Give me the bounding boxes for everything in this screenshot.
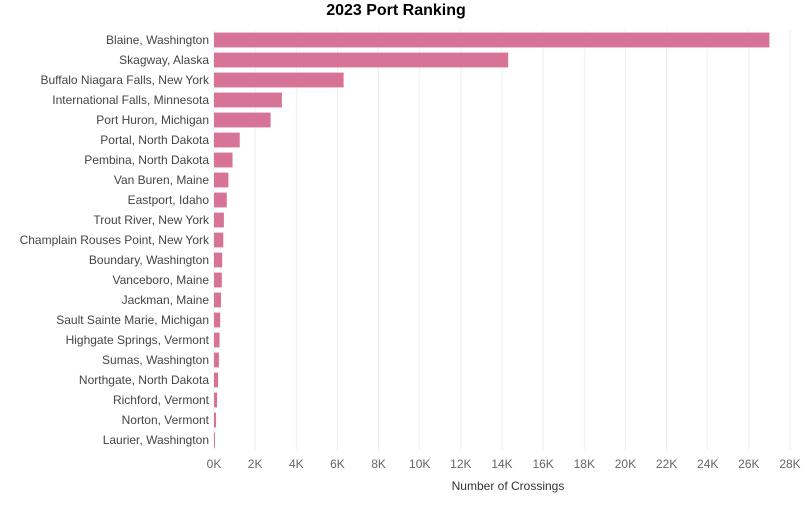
bar[interactable]	[214, 292, 221, 308]
category-label: Northgate, North Dakota	[79, 373, 209, 387]
category-label: Pembina, North Dakota	[84, 153, 209, 167]
x-tick-label: 14K	[491, 457, 512, 471]
category-label: Port Huron, Michigan	[96, 113, 209, 127]
category-label: Buffalo Niagara Falls, New York	[40, 73, 210, 87]
x-tick-label: 22K	[656, 457, 677, 471]
bar[interactable]	[214, 152, 233, 168]
x-tick-label: 16K	[532, 457, 553, 471]
x-tick-label: 6K	[330, 457, 345, 471]
bar[interactable]	[214, 172, 229, 188]
bar[interactable]	[214, 32, 770, 48]
x-tick-label: 18K	[574, 457, 595, 471]
bar[interactable]	[214, 72, 344, 88]
category-label: Richford, Vermont	[113, 393, 210, 407]
grid-lines	[213, 30, 791, 450]
category-label: Van Buren, Maine	[114, 173, 209, 187]
x-tick-label: 8K	[371, 457, 386, 471]
bars	[214, 32, 770, 448]
bar[interactable]	[214, 112, 271, 128]
category-label: Trout River, New York	[93, 213, 210, 227]
bar[interactable]	[214, 52, 509, 68]
category-label: Skagway, Alaska	[119, 53, 209, 67]
x-tick-label: 10K	[409, 457, 430, 471]
bar[interactable]	[214, 312, 221, 328]
bar[interactable]	[214, 212, 224, 228]
x-tick-label: 28K	[779, 457, 800, 471]
category-label: Jackman, Maine	[122, 293, 210, 307]
x-axis-ticks: 0K 2K 4K 6K 8K 10K 12K 14K 16K 18K 20K 22K 24K 26K 28K	[207, 457, 801, 471]
x-tick-label: 24K	[697, 457, 718, 471]
bar[interactable]	[214, 192, 227, 208]
category-label: International Falls, Minnesota	[52, 93, 209, 107]
category-label: Laurier, Washington	[103, 433, 209, 447]
category-labels: Blaine, Washington Skagway, Alaska Buffalo…	[20, 33, 210, 447]
x-axis-title: Number of Crossings	[452, 479, 565, 493]
x-tick-label: 20K	[615, 457, 636, 471]
chart-title: 2023 Port Ranking	[326, 2, 466, 19]
category-label: Champlain Rouses Point, New York	[20, 233, 210, 247]
category-label: Blaine, Washington	[106, 33, 209, 47]
category-label: Portal, North Dakota	[100, 133, 209, 147]
bar[interactable]	[214, 132, 240, 148]
bar[interactable]	[214, 392, 218, 408]
bar[interactable]	[214, 432, 215, 448]
bar[interactable]	[214, 412, 217, 428]
category-label: Boundary, Washington	[89, 253, 209, 267]
bar[interactable]	[214, 332, 220, 348]
x-tick-label: 4K	[289, 457, 304, 471]
category-label: Vanceboro, Maine	[112, 273, 209, 287]
bar[interactable]	[214, 252, 223, 268]
bar[interactable]	[214, 272, 222, 288]
category-label: Highgate Springs, Vermont	[66, 333, 210, 347]
bar[interactable]	[214, 92, 282, 108]
x-tick-label: 0K	[207, 457, 222, 471]
category-label: Sault Sainte Marie, Michigan	[56, 313, 209, 327]
category-label: Sumas, Washington	[102, 353, 209, 367]
bar[interactable]	[214, 352, 219, 368]
bar[interactable]	[214, 372, 219, 388]
x-tick-label: 2K	[248, 457, 263, 471]
x-tick-label: 26K	[738, 457, 759, 471]
bar[interactable]	[214, 232, 224, 248]
category-label: Eastport, Idaho	[128, 193, 210, 207]
category-label: Norton, Vermont	[122, 413, 210, 427]
x-tick-label: 12K	[450, 457, 471, 471]
